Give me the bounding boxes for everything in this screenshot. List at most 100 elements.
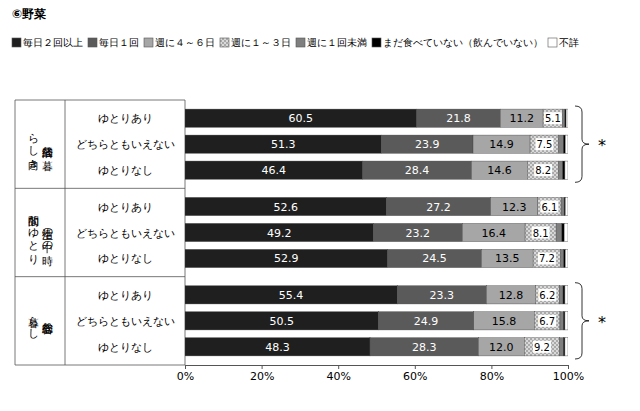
- legend-item: 毎日２回以上: [12, 37, 83, 48]
- data-label: 55.4: [279, 289, 304, 302]
- legend-item: 週に１回未満: [296, 37, 367, 48]
- tick-label: 100%: [553, 370, 584, 383]
- bar-segment: [560, 312, 563, 330]
- legend-label: 週に１回未満: [307, 37, 367, 48]
- bar-segment: [565, 197, 568, 215]
- group-label: 経済的な暮らし向き: [27, 125, 55, 172]
- tick-mark: [262, 365, 263, 369]
- legend-label: 週に１～３日: [231, 37, 291, 48]
- legend-item: 毎日１回: [88, 37, 139, 48]
- bar-segment: [563, 338, 565, 356]
- label-background: [538, 289, 556, 301]
- legend: 毎日２回以上毎日１回週に４～６日週に１～３日週に１回未満まだ食べていない（飲んで…: [12, 37, 579, 48]
- tick-label: 60%: [403, 370, 427, 383]
- data-label: 11.2: [509, 112, 534, 125]
- bar-segment: [534, 312, 560, 330]
- bar-segment: [185, 249, 388, 267]
- bar-segment: [185, 197, 386, 215]
- bar-segment: [565, 338, 568, 356]
- data-label: 23.9: [415, 138, 440, 151]
- bar-segment: [471, 161, 527, 179]
- data-label: 8.2: [535, 165, 551, 176]
- data-label: 8.1: [533, 228, 549, 239]
- bar-segment: [535, 286, 559, 304]
- category-label: ゆとりあり: [98, 289, 153, 302]
- tick: 80%: [480, 365, 504, 383]
- bracket: [575, 106, 589, 182]
- frame-line: [65, 100, 66, 365]
- bar-segment: [559, 135, 564, 153]
- data-label: 14.9: [489, 138, 514, 151]
- legend-swatch: [220, 38, 229, 47]
- bar-segment: [524, 338, 559, 356]
- tick-mark: [568, 365, 569, 369]
- data-label: 49.2: [267, 227, 292, 240]
- data-labels: 60.521.811.25.151.323.914.97.546.428.414…: [262, 112, 562, 354]
- data-label: 12.0: [489, 341, 514, 354]
- data-label: 23.2: [406, 227, 431, 240]
- category-label: ゆとりあり: [98, 201, 153, 214]
- data-label: 24.5: [422, 252, 447, 265]
- data-label: 16.4: [481, 227, 506, 240]
- data-label: 7.2: [539, 253, 555, 264]
- bar-segment: [560, 338, 564, 356]
- legend-swatch: [144, 38, 153, 47]
- data-label: 14.6: [487, 164, 512, 177]
- category-label: どちらともいえない: [76, 138, 175, 151]
- data-label: 23.3: [430, 289, 455, 302]
- data-label: 28.4: [405, 164, 430, 177]
- bar-segment: [565, 249, 568, 267]
- bar-segment: [185, 135, 381, 153]
- data-label: 27.2: [426, 201, 451, 214]
- legend-item: 週に４～６日: [144, 37, 215, 48]
- category-label: どちらともいえない: [76, 227, 175, 240]
- tick-label: 40%: [326, 370, 350, 383]
- legend-label: 週に４～６日: [155, 37, 215, 48]
- data-label: 52.6: [273, 201, 298, 214]
- group-divider: [15, 365, 185, 366]
- tick-mark: [491, 365, 492, 369]
- group-label: 総合的な暮らし: [27, 308, 55, 339]
- bar-segment: [564, 223, 568, 241]
- legend-swatch: [548, 38, 557, 47]
- label-frame: [15, 100, 185, 365]
- bar-segment: [185, 286, 397, 304]
- bar-segment: [565, 312, 568, 330]
- label-background: [538, 252, 556, 264]
- label-background: [535, 138, 553, 150]
- chart: ⑥野菜毎日２回以上毎日１回週に４～６日週に１～３日週に１回未満まだ食べていない（…: [0, 0, 640, 411]
- x-axis: 0%20%40%60%80%100%: [177, 365, 584, 383]
- bar-segment: [561, 197, 564, 215]
- bar-segment: [370, 338, 478, 356]
- legend-item: 週に１～３日: [220, 37, 291, 48]
- data-label: 48.3: [265, 341, 290, 354]
- data-label: 28.3: [412, 341, 437, 354]
- label-background: [533, 341, 551, 353]
- bar-segment: [373, 223, 462, 241]
- data-label: 5.1: [545, 113, 561, 124]
- tick: 0%: [177, 365, 194, 383]
- tick-mark: [415, 365, 416, 369]
- legend-label: 毎日１回: [99, 37, 139, 48]
- title: ⑥野菜: [12, 7, 46, 21]
- axis-line: [186, 366, 569, 370]
- tick-label: 80%: [480, 370, 504, 383]
- bar-segment: [525, 223, 556, 241]
- tick-mark: [338, 365, 339, 369]
- group-divider: [15, 188, 185, 189]
- bar-segment: [561, 249, 564, 267]
- data-label: 7.5: [536, 139, 552, 150]
- bars: [185, 109, 568, 356]
- legend-item: 不詳: [548, 37, 579, 48]
- legend-label: 不詳: [559, 37, 579, 48]
- tick: 100%: [553, 365, 584, 383]
- label-background: [532, 227, 550, 239]
- bar-segment: [565, 135, 568, 153]
- bar-segment: [559, 286, 563, 304]
- data-label: 6.2: [539, 290, 555, 301]
- bar-segment: [563, 286, 565, 304]
- bar-segment: [185, 161, 363, 179]
- data-label: 24.9: [414, 315, 439, 328]
- bar-segment: [543, 109, 563, 127]
- legend-swatch: [296, 38, 305, 47]
